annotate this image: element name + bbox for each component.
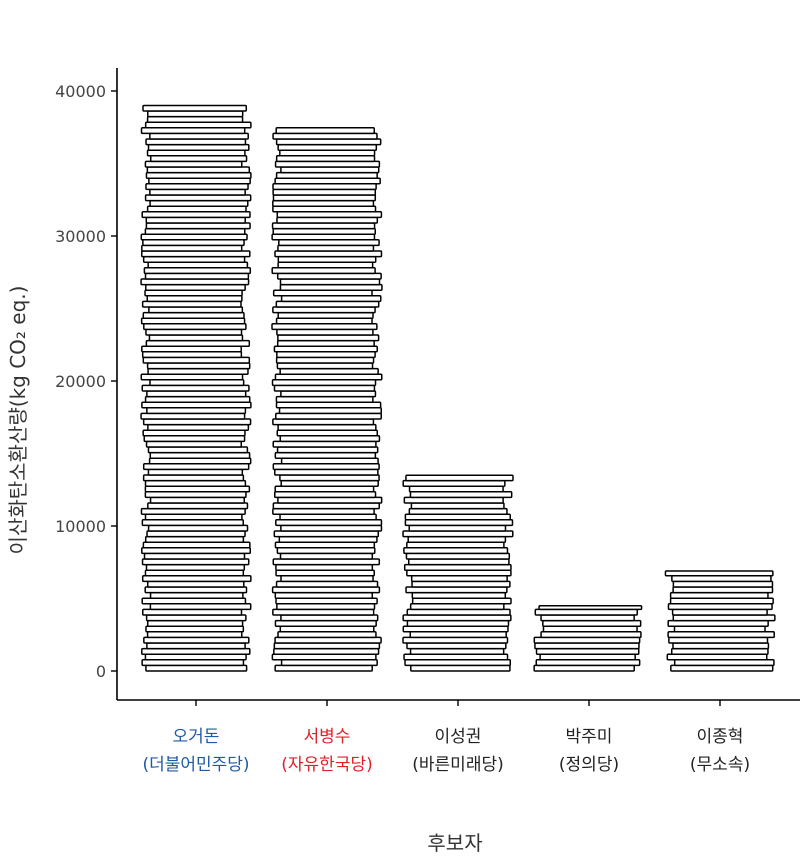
y-tick-label: 40000 xyxy=(55,82,106,101)
bar-이성권 xyxy=(402,474,514,672)
bar-이종혁 xyxy=(664,570,776,672)
x-tick-label-party: (더불어민주당) xyxy=(142,755,249,775)
bar-오거돈 xyxy=(140,104,252,672)
x-axis-title: 후보자 xyxy=(427,831,482,855)
y-tick-label: 0 xyxy=(96,662,106,681)
x-ticks: 오거돈 (더불어민주당) 서병수 (자유한국당) 이성권 (바른미래당) 박주미 (정의당) 이… xyxy=(142,700,750,775)
x-tick-label-name: 오거돈 xyxy=(173,727,220,747)
x-tick-label-name: 서병수 xyxy=(304,727,351,747)
bar-박주미 xyxy=(533,605,643,672)
x-tick-label-name: 이성권 xyxy=(435,727,482,747)
x-tick-label-party: (정의당) xyxy=(559,755,619,775)
x-tick-label-party: (바른미래당) xyxy=(412,755,503,775)
y-ticks: 0 10000 20000 30000 40000 xyxy=(55,82,117,681)
bar-서병수 xyxy=(271,127,383,672)
x-tick-label-party: (무소속) xyxy=(690,755,750,775)
y-tick-label: 20000 xyxy=(55,372,106,391)
y-axis-title: 이산화탄소환산량(kg CO₂ eq.) xyxy=(6,286,30,555)
x-tick-label-party: (자유한국당) xyxy=(281,755,372,775)
y-tick-label: 10000 xyxy=(55,517,106,536)
y-tick-label: 30000 xyxy=(55,227,106,246)
x-tick-label-name: 이종혁 xyxy=(697,727,744,747)
x-tick-label-name: 박주미 xyxy=(566,727,613,747)
bars-layer xyxy=(140,104,776,672)
